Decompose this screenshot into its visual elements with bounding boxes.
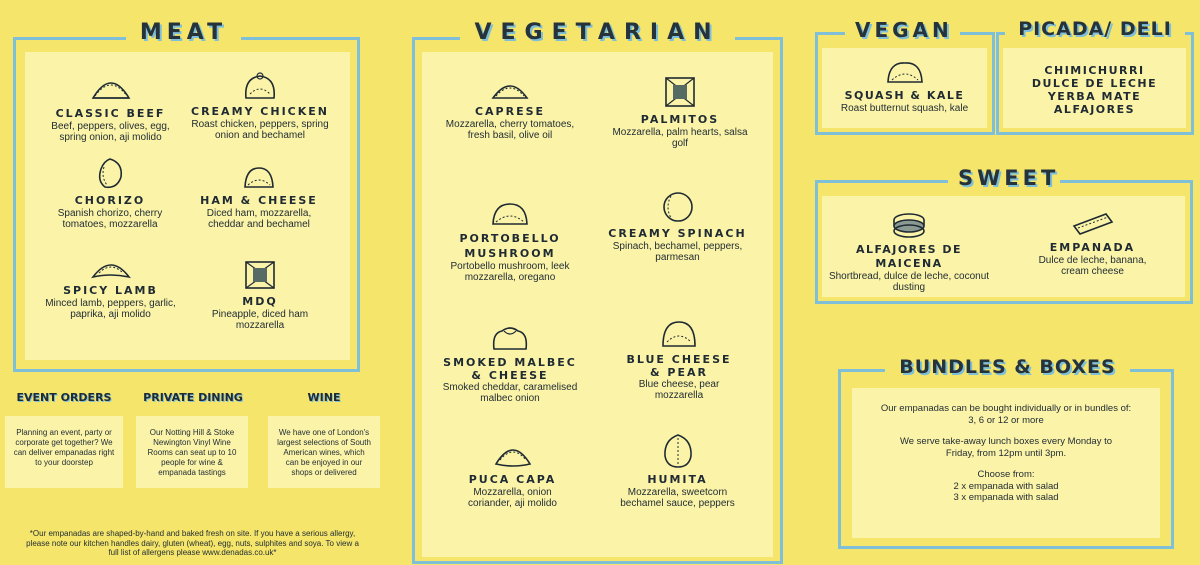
deli-item: YERBA MATE [1047,90,1142,103]
empanada-half-moon-icon [886,62,923,83]
item-desc: Minced lamb, peppers, garlic, paprika, a… [45,298,176,320]
alfajor-icon [893,213,925,238]
private-dining-title: PRIVATE DINING [143,391,243,404]
bundles-option: 2 x empanada with salad [953,480,1059,492]
vegan-title: VEGAN [845,18,960,46]
deli-item: ALFAJORES [1053,103,1136,116]
item-name: CLASSIC BEEF [55,107,166,120]
bundles-option: 3 x empanada with salad [953,492,1059,503]
empanada-square-icon [245,261,275,289]
empanada-knot-icon [244,72,276,99]
item-desc: Beef, peppers, olives, egg, spring onion… [51,121,170,143]
item-desc: Mozzarella, palm hearts, salsa golf [612,127,748,149]
item-name: PALMITOS [640,113,720,126]
item-desc: Roast chicken, peppers, spring onion and… [191,119,329,141]
item-name: SPICY LAMB [63,284,158,297]
event-orders-box: Planning an event, party or corporate ge… [5,416,123,488]
item-desc: Mozzarella, cherry tomatoes, fresh basil… [445,119,575,141]
wine-title: WINE [307,391,341,404]
item-name: MDQ [242,295,278,308]
empanada-pouch-icon [492,327,528,350]
allergen-footnote: *Our empanadas are shaped-by-hand and ba… [26,529,359,557]
item-name: EMPANADA [1049,241,1136,254]
item-desc: Shortbread, dulce de leche, coconut dust… [828,271,990,293]
deli-item: CHIMICHURRI [1044,64,1145,77]
item-name: PORTOBELLO MUSHROOM [459,232,561,260]
sweet-title: SWEET [948,166,1060,194]
empanada-square-icon [665,77,695,107]
empanada-round-icon [662,192,693,222]
wine-box: We have one of London's largest selectio… [268,416,380,488]
menu-item-creamy-spinach: CREAMY SPINACH Spinach, bechamel, pepper… [605,190,750,263]
deli-panel [1003,48,1186,128]
menu-item-portobello: PORTOBELLO MUSHROOM Portobello mushroom,… [440,200,580,283]
private-dining-box: Our Notting Hill & Stoke Newington Vinyl… [136,416,248,488]
bundles-panel [852,388,1160,538]
deli-title: PICADA/ DELI [1005,18,1185,46]
bundles-choose: Choose from: [977,469,1035,480]
empanada-rectangle-icon [1072,213,1113,235]
menu-item-classic-beef: CLASSIC BEEF Beef, peppers, olives, egg,… [38,70,183,143]
bundles-paragraph: Our empanadas can be bought individually… [880,403,1132,426]
menu-item-spicy-lamb: SPICY LAMB Minced lamb, peppers, garlic,… [38,255,183,320]
menu-item-ham-cheese: HAM & CHEESE Diced ham, mozzarella, ched… [200,165,318,230]
item-desc: Smoked cheddar, caramelised malbec onion [442,382,578,404]
empanada-twist-icon [98,158,123,189]
empanada-ribbed-icon [663,434,692,468]
item-name: BLUE CHEESE & PEAR [626,353,732,379]
item-desc: Pineapple, diced ham mozzarella [211,309,309,331]
empanada-crimped-icon [91,82,130,99]
menu-item-chorizo: CHORIZO Spanish chorizo, cherry tomatoes… [45,157,175,230]
item-name: CHORIZO [74,194,146,207]
menu-item-squash-kale: SQUASH & KALE Roast butternut squash, ka… [826,60,983,114]
menu-item-caprese: CAPRESE Mozzarella, cherry tomatoes, fre… [440,76,580,141]
item-name: SQUASH & KALE [844,89,965,102]
item-desc: Blue cheese, pear mozzarella [638,379,720,401]
item-name: CREAMY CHICKEN [191,105,329,118]
deli-item: DULCE DE LECHE [1031,77,1158,90]
item-name: SMOKED MALBEC & CHEESE [443,356,577,382]
item-name: CREAMY SPINACH [608,227,747,240]
item-desc: Mozzarella, onion coriander, aji molido [468,487,557,509]
bundles-paragraph: We serve take-away lunch boxes every Mon… [899,436,1113,459]
menu-item-palmitos: PALMITOS Mozzarella, palm hearts, salsa … [605,74,755,149]
meat-title: MEAT [126,20,241,50]
empanada-dome-icon [492,203,528,225]
menu-item-puca-capa: PUCA CAPA Mozzarella, onion coriander, a… [450,438,575,509]
bundles-title: BUNDLES & BOXES [885,356,1130,386]
menu-item-creamy-chicken: CREAMY CHICKEN Roast chicken, peppers, s… [190,70,330,141]
menu-item-humita: HUMITA Mozzarella, sweetcorn bechamel sa… [615,432,740,509]
empanada-pointed-icon [90,264,131,279]
menu-item-mdq: MDQ Pineapple, diced ham mozzarella [205,258,315,331]
menu-item-alfajores-maicena: ALFAJORES DE MAICENA Shortbread, dulce d… [824,210,994,293]
bundles-text: Our empanadas can be bought individually… [870,403,1142,504]
empanada-crimped-icon [491,85,529,99]
item-desc: Roast butternut squash, kale [840,103,969,114]
meat-panel [25,52,350,360]
menu-item-blue-cheese-pear: BLUE CHEESE & PEAR Blue cheese, pear moz… [620,318,738,401]
item-name: ALFAJORES DE MAICENA [855,243,963,270]
empanada-dome-icon [662,321,696,347]
item-name: CAPRESE [474,105,546,118]
vegetarian-title: VEGETARIAN [460,20,735,50]
item-desc: Portobello mushroom, leek mozzarella, or… [450,261,570,283]
item-desc: Spinach, bechamel, peppers, parmesan [612,241,743,263]
menu-item-smoked-malbec: SMOKED MALBEC & CHEESE Smoked cheddar, c… [440,323,580,404]
item-desc: Dulce de leche, banana, cream cheese [1038,255,1147,277]
deli-list: CHIMICHURRI DULCE DE LECHE YERBA MATE AL… [1003,64,1186,116]
menu-item-sweet-empanada: EMPANADA Dulce de leche, banana, cream c… [1025,210,1160,277]
empanada-crimped-icon [494,449,531,467]
item-name: HUMITA [647,473,708,486]
item-desc: Diced ham, mozzarella, cheddar and becha… [206,208,312,230]
sweet-panel [822,196,1185,297]
item-desc: Mozzarella, sweetcorn bechamel sauce, pe… [620,487,735,509]
item-desc: Spanish chorizo, cherry tomatoes, mozzar… [57,208,163,230]
empanada-half-moon-icon [244,167,274,188]
vegan-panel [822,48,987,128]
vegetarian-panel [422,52,773,557]
item-name: PUCA CAPA [468,473,557,486]
event-orders-title: EVENT ORDERS [16,391,112,404]
item-name: HAM & CHEESE [200,194,318,207]
